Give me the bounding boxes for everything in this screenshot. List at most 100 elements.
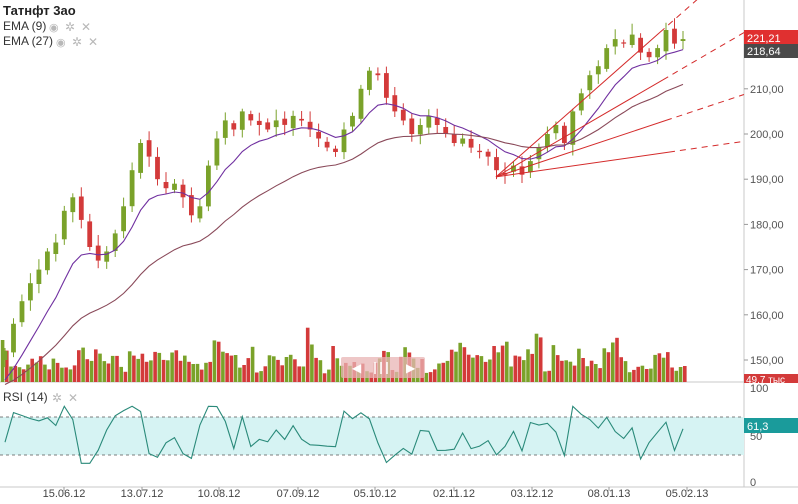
candle-body[interactable] xyxy=(494,157,499,171)
candle-body[interactable] xyxy=(70,197,76,213)
close-icon[interactable]: ✕ xyxy=(81,20,91,34)
fan-line[interactable] xyxy=(495,31,661,178)
candle-body[interactable] xyxy=(392,95,398,112)
legend-ema-slow[interactable]: EMA (27) ◉ ✲ ✕ xyxy=(3,34,98,49)
legend-ema-fast[interactable]: EMA (9) ◉ ✲ ✕ xyxy=(3,19,91,34)
candle-body[interactable] xyxy=(11,323,16,353)
candle-body[interactable] xyxy=(621,42,627,44)
candle-body[interactable] xyxy=(663,30,669,52)
candle-body[interactable] xyxy=(129,170,135,207)
candle-body[interactable] xyxy=(536,147,542,160)
candle-body[interactable] xyxy=(87,221,93,247)
candle-body[interactable] xyxy=(53,242,59,255)
eye-icon[interactable]: ◉ xyxy=(49,22,59,34)
price-pane[interactable] xyxy=(0,0,744,382)
candle-body[interactable] xyxy=(28,283,33,301)
candle-body[interactable] xyxy=(214,138,220,166)
candle-body[interactable] xyxy=(655,48,660,58)
volume-bar xyxy=(445,360,450,382)
candle-body[interactable] xyxy=(358,88,364,119)
candle-body[interactable] xyxy=(112,233,118,251)
candle-body[interactable] xyxy=(604,48,610,69)
candle-body[interactable] xyxy=(333,148,338,152)
fan-line[interactable] xyxy=(495,151,670,178)
candle-body[interactable] xyxy=(595,66,601,75)
rsi-pane[interactable] xyxy=(0,405,744,464)
candle-body[interactable] xyxy=(384,73,389,98)
candle-body[interactable] xyxy=(519,166,525,175)
eye-icon[interactable]: ◉ xyxy=(56,37,66,49)
candle-body[interactable] xyxy=(307,121,313,130)
scroll-left-icon[interactable]: ◀ xyxy=(352,361,362,375)
scroll-right-icon[interactable]: ▶ xyxy=(406,361,416,375)
candle-body[interactable] xyxy=(265,122,271,130)
candle-body[interactable] xyxy=(299,118,304,121)
candle-body[interactable] xyxy=(138,143,143,173)
candle-body[interactable] xyxy=(443,127,449,134)
candle-body[interactable] xyxy=(206,165,211,207)
candle-body[interactable] xyxy=(612,39,618,47)
candle-body[interactable] xyxy=(672,28,677,44)
candle-body[interactable] xyxy=(460,138,466,144)
candle-body[interactable] xyxy=(231,123,237,130)
candle-body[interactable] xyxy=(646,51,652,58)
candle-body[interactable] xyxy=(19,301,25,323)
candle-body[interactable] xyxy=(239,111,245,130)
candle-body[interactable] xyxy=(528,161,533,173)
candle-body[interactable] xyxy=(485,151,491,157)
gear-icon[interactable]: ✲ xyxy=(65,20,75,34)
candle-body[interactable] xyxy=(350,115,355,127)
candle-body[interactable] xyxy=(562,125,567,144)
candle-body[interactable] xyxy=(417,125,423,135)
candle-body[interactable] xyxy=(324,141,330,148)
fan-line[interactable] xyxy=(495,79,664,178)
candle-body[interactable] xyxy=(2,351,8,360)
candle-body[interactable] xyxy=(434,117,440,125)
candle-body[interactable] xyxy=(273,120,279,128)
scroll-handle[interactable]: ◀ ▶ xyxy=(341,357,425,378)
close-icon[interactable]: ✕ xyxy=(88,35,98,49)
candle-body[interactable] xyxy=(104,251,110,262)
candle-body[interactable] xyxy=(341,129,347,153)
candle-body[interactable] xyxy=(477,150,482,153)
candle-body[interactable] xyxy=(36,269,42,284)
candle-body[interactable] xyxy=(409,118,415,135)
candle-body[interactable] xyxy=(146,140,152,157)
candle-body[interactable] xyxy=(189,195,194,216)
candle-body[interactable] xyxy=(222,120,228,138)
candle-body[interactable] xyxy=(290,115,296,129)
candle-body[interactable] xyxy=(680,39,686,41)
candle-body[interactable] xyxy=(45,251,50,271)
candle-body[interactable] xyxy=(468,138,474,148)
candle-body[interactable] xyxy=(629,34,635,45)
candle-body[interactable] xyxy=(400,109,406,121)
candle-body[interactable] xyxy=(282,118,288,125)
candle-body[interactable] xyxy=(426,115,432,128)
candle-body[interactable] xyxy=(163,182,169,189)
candle-body[interactable] xyxy=(511,165,516,172)
candle-body[interactable] xyxy=(172,183,177,190)
candle-body[interactable] xyxy=(78,196,84,220)
gear-icon[interactable]: ✲ xyxy=(52,391,62,405)
candle-body[interactable] xyxy=(553,125,559,134)
candle-body[interactable] xyxy=(180,184,186,198)
candle-body[interactable] xyxy=(367,70,372,90)
candle-body[interactable] xyxy=(121,206,126,232)
candle-body[interactable] xyxy=(155,156,160,180)
candle-body[interactable] xyxy=(256,120,262,125)
candle-body[interactable] xyxy=(545,134,550,148)
candle-body[interactable] xyxy=(316,131,321,139)
candle-body[interactable] xyxy=(451,134,457,143)
candle-body[interactable] xyxy=(197,206,203,219)
candle-body[interactable] xyxy=(375,73,381,76)
gear-icon[interactable]: ✲ xyxy=(72,35,82,49)
close-icon[interactable]: ✕ xyxy=(68,391,78,405)
candle-body[interactable] xyxy=(248,114,254,121)
fan-line[interactable] xyxy=(495,119,667,178)
volume-bar xyxy=(560,360,564,382)
candle-body[interactable] xyxy=(638,37,643,53)
candle-body[interactable] xyxy=(570,111,576,145)
candle-body[interactable] xyxy=(95,245,101,261)
candle-body[interactable] xyxy=(61,210,67,240)
candle-body[interactable] xyxy=(587,75,593,91)
